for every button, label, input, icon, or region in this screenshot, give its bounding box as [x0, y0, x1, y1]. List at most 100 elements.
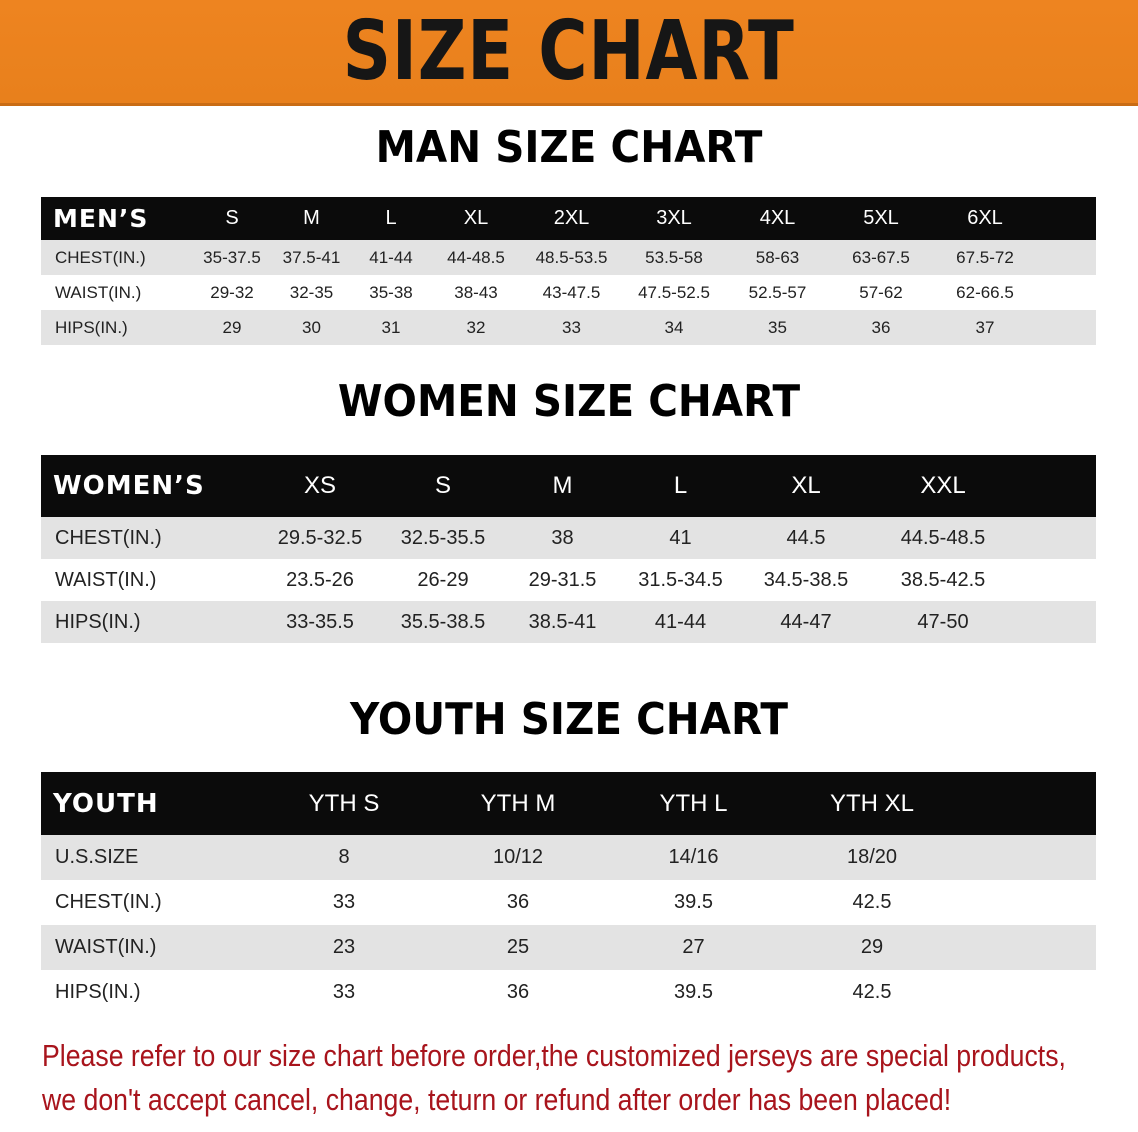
row-label: CHEST(IN.): [55, 891, 162, 913]
table-cell: 38: [551, 526, 574, 549]
table-title-cell: MEN’S: [53, 204, 149, 233]
table-row: HIPS(IN.) 29 30 31 32 33 34 35 36 37: [41, 310, 1096, 345]
table-cell: 23.5-26: [286, 568, 354, 591]
table-header-row: YOUTH YTH S YTH M YTH L YTH XL: [41, 772, 1096, 835]
size-header-cell: 6XL: [967, 207, 1003, 229]
table-cell: 41-44: [654, 610, 707, 633]
table-cell: 58-63: [755, 247, 800, 267]
row-label: CHEST(IN.): [55, 526, 162, 549]
table-cell: 35: [768, 317, 787, 337]
size-header-cell: XS: [303, 472, 336, 499]
table-title-cell: YOUTH: [53, 788, 159, 819]
table-cell: 31.5-34.5: [638, 568, 723, 591]
table-cell: 18/20: [846, 846, 898, 868]
size-header-cell: XL: [791, 472, 821, 499]
youth-section-title: YOUTH SIZE CHART: [350, 694, 788, 745]
table-cell: 38.5-41: [528, 610, 597, 633]
size-header-cell: YTH L: [659, 789, 728, 817]
size-header-cell: L: [385, 207, 397, 229]
notice-line-2: we don't accept cancel, change, teturn o…: [42, 1082, 952, 1117]
table-row: CHEST(IN.) 33 36 39.5 42.5: [41, 880, 1096, 925]
table-cell: 33: [562, 317, 581, 337]
women-size-table: WOMEN’S XS S M L XL XXL CHEST(IN.) 29.5-32.5 32.5…: [41, 455, 1096, 643]
table-cell: 36: [871, 317, 891, 337]
table-row: WAIST(IN.) 23 25 27 29: [41, 925, 1096, 970]
table-row: CHEST(IN.) 29.5-32.5 32.5-35.5 38 41 44.5 44.5…: [41, 517, 1096, 559]
table-cell: 47.5-52.5: [638, 282, 710, 302]
youth-size-table: YOUTH YTH S YTH M YTH L YTH XL U.S.SIZE 8 10/12…: [41, 772, 1096, 1015]
table-cell: 35.5-38.5: [400, 610, 486, 633]
size-header-cell: 5XL: [863, 207, 899, 229]
table-cell: 52.5-57: [748, 282, 807, 302]
table-cell: 44-47: [780, 610, 832, 633]
size-header-cell: 2XL: [553, 207, 590, 229]
banner: SIZE CHART: [0, 0, 1138, 106]
table-row: WAIST(IN.) 23.5-26 26-29 29-31.5 31.5-34.5 34…: [41, 559, 1096, 601]
table-cell: 33: [332, 981, 356, 1003]
size-header-cell: YTH XL: [829, 789, 915, 817]
size-header-cell: S: [434, 472, 451, 499]
table-cell: 39.5: [674, 891, 713, 913]
table-cell: 63-67.5: [852, 247, 910, 267]
size-header-cell: 4XL: [759, 207, 796, 229]
table-cell: 53.5-58: [645, 247, 703, 267]
table-cell: 41: [669, 526, 692, 549]
table-row: WAIST(IN.) 29-32 32-35 35-38 38-43 43-47.5 47.…: [41, 275, 1096, 310]
table-header-row: WOMEN’S XS S M L XL XXL: [41, 455, 1096, 517]
size-header-cell: YTH S: [308, 789, 380, 817]
size-header-cell: 3XL: [656, 207, 692, 229]
table-cell: 29: [860, 936, 884, 958]
table-cell: 31: [381, 317, 401, 337]
table-cell: 29: [222, 317, 242, 337]
size-header-cell: M: [552, 472, 573, 499]
table-cell: 30: [302, 317, 321, 337]
table-cell: 62-66.5: [956, 282, 1014, 302]
table-cell: 67.5-72: [956, 247, 1014, 267]
men-section-title: MAN SIZE CHART: [375, 122, 763, 173]
notice-line-1: Please refer to our size chart before or…: [42, 1038, 1066, 1073]
size-header-cell: XXL: [920, 472, 966, 499]
size-header-cell: XL: [463, 207, 489, 229]
table-cell: 38-43: [454, 282, 498, 302]
table-cell: 37: [975, 317, 995, 337]
table-cell: 32-35: [289, 282, 334, 302]
table-title-cell: WOMEN’S: [53, 471, 205, 501]
table-cell: 27: [682, 936, 705, 958]
table-cell: 32.5-35.5: [400, 526, 486, 549]
table-cell: 26-29: [417, 568, 469, 591]
table-cell: 33: [332, 891, 356, 913]
table-cell: 35-37.5: [203, 247, 261, 267]
table-cell: 29-32: [210, 282, 254, 302]
table-row: HIPS(IN.) 33 36 39.5 42.5: [41, 970, 1096, 1015]
table-cell: 44-48.5: [447, 247, 505, 267]
table-cell: 37.5-41: [282, 247, 341, 267]
size-header-cell: L: [673, 472, 688, 499]
table-cell: 48.5-53.5: [535, 247, 608, 267]
banner-title: SIZE CHART: [342, 4, 796, 99]
table-cell: 36: [506, 891, 530, 913]
men-size-table: MEN’S S M L XL 2XL 3XL 4XL 5XL 6XL CHEST(IN.) 35-37…: [41, 197, 1096, 345]
row-label: CHEST(IN.): [55, 247, 146, 267]
table-cell: 41-44: [369, 247, 413, 267]
table-cell: 44.5-48.5: [900, 526, 986, 549]
table-cell: 42.5: [852, 981, 892, 1003]
table-cell: 38.5-42.5: [900, 568, 986, 591]
table-cell: 36: [506, 981, 530, 1003]
table-row: HIPS(IN.) 33-35.5 35.5-38.5 38.5-41 41-44 44-…: [41, 601, 1096, 643]
table-cell: 29-31.5: [528, 568, 597, 591]
row-label: HIPS(IN.): [55, 981, 141, 1003]
row-label: HIPS(IN.): [55, 610, 141, 633]
table-cell: 34: [664, 317, 684, 337]
table-cell: 23: [332, 936, 356, 958]
row-label: WAIST(IN.): [55, 282, 142, 302]
women-section-title: WOMEN SIZE CHART: [337, 376, 801, 427]
table-cell: 10/12: [492, 846, 544, 868]
row-label: WAIST(IN.): [55, 568, 157, 591]
row-label: U.S.SIZE: [55, 846, 139, 868]
table-cell: 57-62: [859, 282, 903, 302]
table-cell: 29.5-32.5: [277, 526, 363, 549]
table-cell: 39.5: [674, 981, 713, 1003]
table-row: CHEST(IN.) 35-37.5 37.5-41 41-44 44-48.5 48.5…: [41, 240, 1096, 275]
table-cell: 8: [338, 846, 350, 868]
table-header-row: MEN’S S M L XL 2XL 3XL 4XL 5XL 6XL: [41, 197, 1096, 240]
